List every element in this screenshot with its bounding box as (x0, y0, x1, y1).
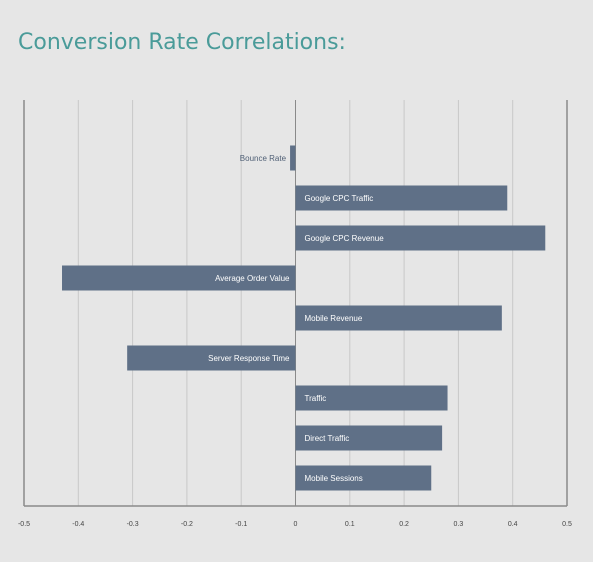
x-tick-label: 0.5 (562, 521, 572, 528)
x-tick-label: -0.1 (235, 521, 247, 528)
x-tick-label: 0.4 (508, 521, 518, 528)
bar-label: Bounce Rate (240, 154, 287, 163)
bar (295, 385, 448, 411)
bar-label: Average Order Value (215, 274, 290, 283)
bar (127, 345, 296, 371)
bar (295, 425, 443, 451)
bar-label: Google CPC Revenue (305, 234, 385, 243)
bar-label: Google CPC Traffic (305, 194, 374, 203)
bar-label: Mobile Sessions (305, 474, 363, 483)
bar (62, 265, 296, 291)
bar (295, 185, 508, 211)
x-tick-label: 0.2 (399, 521, 409, 528)
slide-title: Conversion Rate Correlations: (18, 30, 346, 55)
x-tick-label: -0.3 (127, 521, 139, 528)
bar (295, 465, 432, 491)
bar (295, 225, 546, 251)
x-tick-label: -0.5 (18, 521, 30, 528)
x-tick-label: 0.1 (345, 521, 355, 528)
bar-label: Direct Traffic (305, 434, 350, 443)
x-tick-label: 0.3 (454, 521, 464, 528)
x-tick-label: -0.2 (181, 521, 193, 528)
bar-label: Mobile Revenue (305, 314, 363, 323)
bar (295, 305, 502, 331)
x-tick-label: 0 (294, 521, 298, 528)
bar (290, 145, 296, 171)
bar-label: Traffic (305, 394, 327, 403)
x-tick-label: -0.4 (72, 521, 84, 528)
bar-label: Server Response Time (208, 354, 290, 363)
